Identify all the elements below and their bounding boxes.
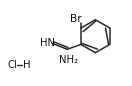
Text: Br: Br [70, 14, 82, 24]
Text: H: H [23, 60, 30, 70]
Text: NH₂: NH₂ [59, 55, 78, 65]
Text: Cl: Cl [7, 60, 17, 70]
Text: HN: HN [40, 37, 55, 48]
